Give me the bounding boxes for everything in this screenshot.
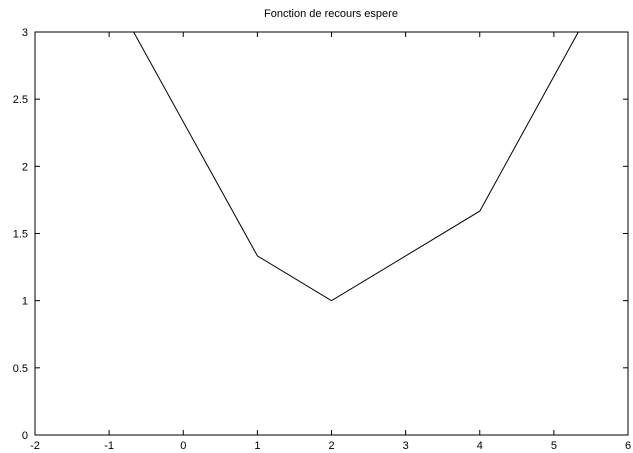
chart-title: Fonction de recours espere (264, 8, 398, 20)
y-tick-label: 2.5 (13, 94, 28, 106)
x-tick-label: 5 (551, 440, 557, 452)
x-axis: -2 -1 0 1 2 3 4 5 6 (30, 32, 631, 452)
y-tick-label: 3 (22, 27, 28, 39)
y-tick-label: 1.5 (13, 229, 28, 241)
plot-frame (34, 31, 629, 436)
x-tick-label: 6 (625, 440, 631, 452)
series-lines (133, 31, 579, 302)
x-tick-label: 1 (254, 440, 260, 452)
x-tick-label: 3 (403, 440, 409, 452)
y-tick-label: 0.5 (13, 363, 28, 375)
x-tick-label: 2 (328, 440, 334, 452)
y-tick-label: 0 (22, 430, 28, 442)
y-tick-label: 2 (22, 161, 28, 173)
x-tick-label: 0 (180, 440, 186, 452)
x-tick-label: -2 (30, 440, 40, 452)
x-tick-label: -1 (104, 440, 114, 452)
series-line (133, 31, 579, 302)
y-axis: 0 0.5 1 1.5 2 2.5 3 (13, 27, 628, 442)
y-tick-label: 1 (22, 296, 28, 308)
x-tick-label: 4 (477, 440, 483, 452)
